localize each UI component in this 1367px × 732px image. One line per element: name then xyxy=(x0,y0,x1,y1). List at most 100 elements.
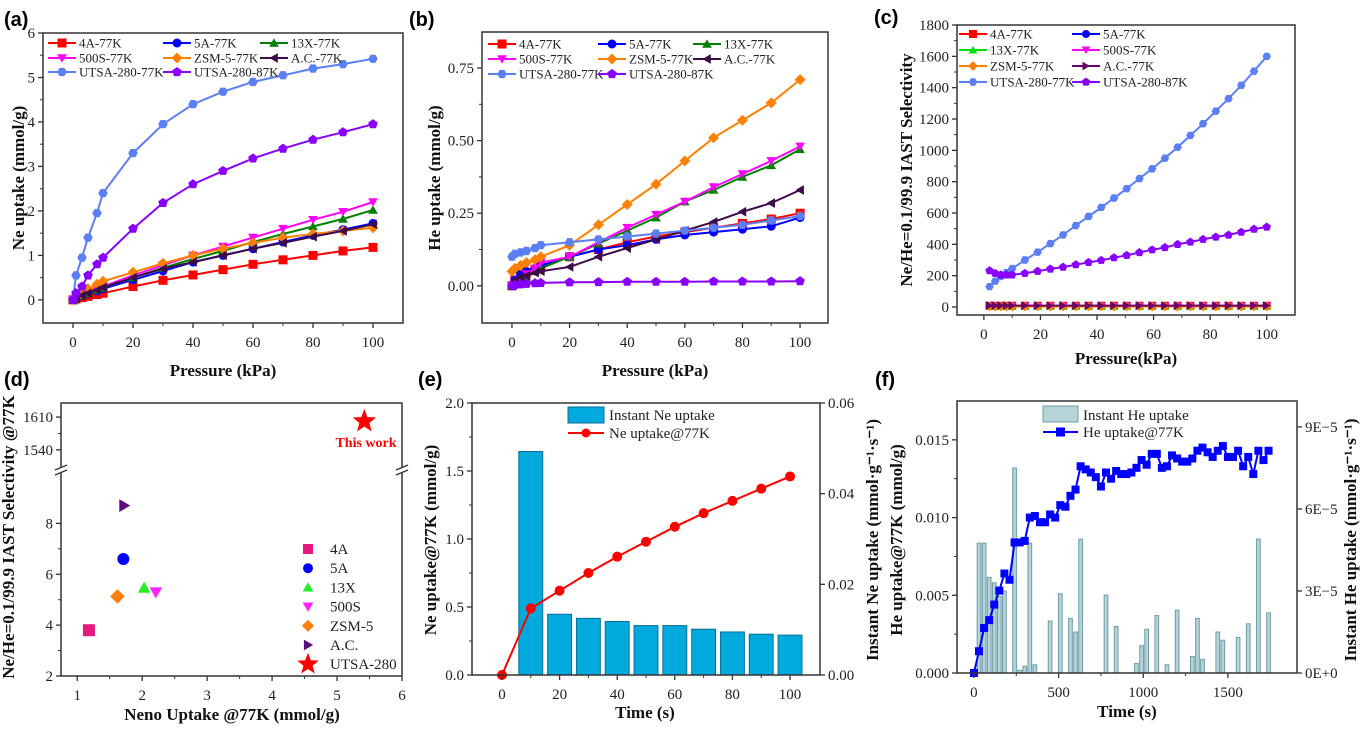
data-point xyxy=(1034,301,1042,310)
data-point xyxy=(338,208,348,217)
data-point xyxy=(554,585,565,596)
x-tick-label: 80 xyxy=(735,335,750,351)
data-point xyxy=(516,272,525,282)
series-500s-77k xyxy=(507,142,805,291)
panel-label: (f) xyxy=(875,369,895,391)
data-point xyxy=(641,536,651,547)
x-tick-label: 100 xyxy=(779,687,802,703)
legend-label: UTSA-280-77K xyxy=(519,67,604,82)
legend-label: 4A-77K xyxy=(990,27,1033,42)
data-point xyxy=(71,271,81,280)
x-tick-label: 5 xyxy=(333,688,341,704)
data-point xyxy=(1203,448,1212,457)
legend-label: ZSM-5-77K xyxy=(990,59,1055,74)
legend-label: A.C.-77K xyxy=(724,52,776,67)
data-point xyxy=(1033,248,1042,256)
data-point xyxy=(1160,154,1170,162)
data-point xyxy=(1211,107,1221,115)
data-point xyxy=(785,471,796,482)
legend-marker xyxy=(303,544,313,554)
data-point xyxy=(737,206,747,217)
legend-item: 500S-77K xyxy=(48,51,133,66)
legend-label: 500S-77K xyxy=(519,52,573,67)
legend-item: 5A-77K xyxy=(598,37,672,52)
data-point xyxy=(1135,247,1144,257)
data-point xyxy=(1173,239,1182,248)
panel-label: (d) xyxy=(4,369,30,391)
data-point xyxy=(530,267,539,278)
data-point xyxy=(622,223,633,233)
data-point xyxy=(1263,301,1271,310)
data-point xyxy=(278,71,288,80)
data-point xyxy=(583,568,594,578)
legend-marker xyxy=(57,38,67,48)
data-point xyxy=(679,155,691,167)
data-point xyxy=(1186,301,1195,310)
legend-label: ZSM-5 xyxy=(330,619,373,635)
x-tick-label: 80 xyxy=(725,687,740,703)
legend-item: 500S xyxy=(302,600,361,616)
data-point xyxy=(278,255,288,265)
data-point xyxy=(521,270,531,281)
data-point xyxy=(1005,575,1014,584)
data-point xyxy=(536,266,545,277)
panel-b: (b) 0 20 40 60 80 100 0.00 0.25 0.50 0.75 Pressure … xyxy=(409,9,829,380)
data-point xyxy=(985,283,994,291)
legend-item: UTSA-280-87K xyxy=(163,65,279,80)
data-point xyxy=(248,153,258,163)
legend-marker xyxy=(497,39,507,49)
y-tick-label: 1600 xyxy=(919,49,949,65)
x-tick-label: 100 xyxy=(789,335,812,351)
panel-c: (c)0 20 40 60 80 1000200400600800100012001400… xyxy=(874,7,1296,368)
y-tick-label: 1000 xyxy=(919,143,949,159)
data-point xyxy=(1066,491,1075,500)
this-work-annotation: This work xyxy=(335,436,396,451)
data-point xyxy=(736,114,748,126)
data-point xyxy=(535,251,547,263)
y2-axis-title: Instant Ne uptake (mmol·g⁻¹·s⁻¹) xyxy=(863,419,882,661)
data-point xyxy=(98,252,108,262)
data-point xyxy=(1198,234,1208,243)
data-point xyxy=(995,586,1004,595)
data-point xyxy=(368,54,378,63)
data-point xyxy=(1046,301,1055,310)
data-point xyxy=(308,64,318,73)
axis-break-mark xyxy=(395,469,409,476)
y-tick-label: 0 xyxy=(942,300,950,316)
data-point xyxy=(1152,449,1161,458)
bar xyxy=(1047,620,1053,674)
data-point xyxy=(149,587,163,599)
data-point xyxy=(368,198,378,207)
legend-label: A.C. xyxy=(330,638,358,654)
legend-item: UTSA-280-87K xyxy=(1072,75,1188,90)
data-point xyxy=(1244,452,1253,461)
data-point xyxy=(612,551,623,562)
data-point xyxy=(1262,52,1271,60)
data-point xyxy=(1211,232,1221,241)
y-tick-label: 400 xyxy=(927,237,950,253)
data-point xyxy=(218,265,228,275)
y-tick-label: 800 xyxy=(927,175,950,191)
legend-marker xyxy=(607,68,617,79)
legend-marker xyxy=(303,639,314,651)
data-point xyxy=(680,226,690,235)
data-point xyxy=(1122,185,1131,193)
data-point xyxy=(308,216,318,225)
legend-item: 13X xyxy=(302,580,356,596)
data-point xyxy=(1132,463,1141,472)
legend-label: 13X-77K xyxy=(990,43,1040,58)
x-tick-label: 0 xyxy=(970,685,978,701)
data-point xyxy=(278,224,288,234)
x-tick-label: 60 xyxy=(246,335,261,351)
data-point xyxy=(188,179,198,189)
x-tick-label: 80 xyxy=(306,335,321,351)
x-axis-title: Pressure (kPa) xyxy=(170,361,277,380)
data-point xyxy=(188,100,198,109)
data-point xyxy=(92,259,102,269)
y-tick-label: 4 xyxy=(28,115,36,131)
data-point xyxy=(756,483,767,494)
data-point xyxy=(1186,131,1195,140)
x-tick-label: 0 xyxy=(508,335,516,351)
y-tick-label: 0.50 xyxy=(448,134,474,150)
